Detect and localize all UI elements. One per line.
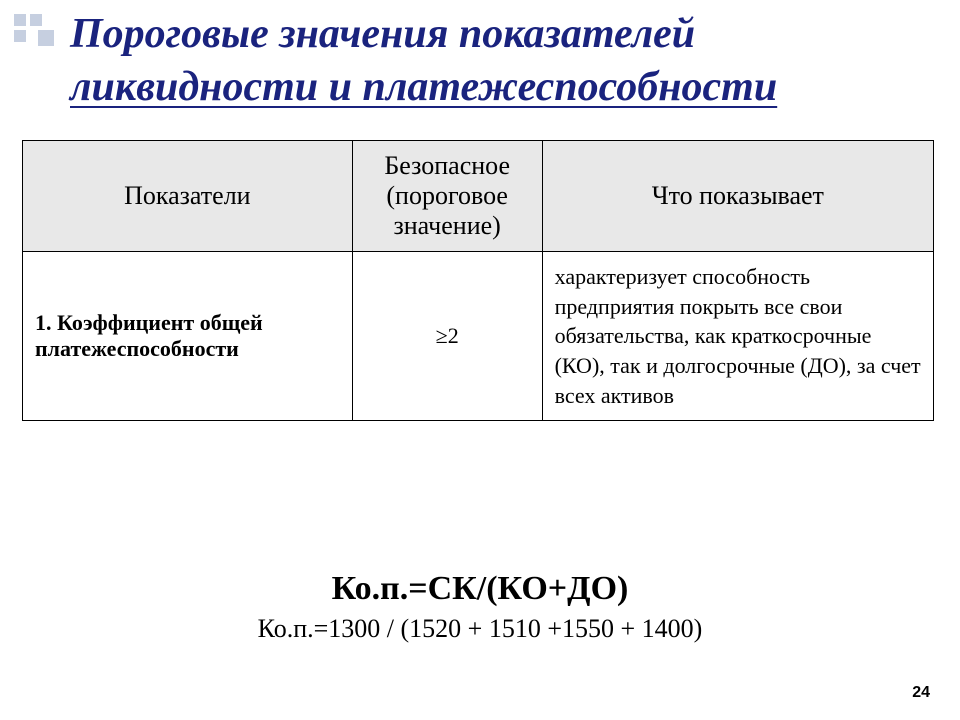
title-line1: Пороговые значения показателей: [70, 11, 695, 57]
deco-square: [38, 30, 54, 46]
title-line2: ликвидности и платежеспособности: [70, 64, 777, 110]
col-header-description: Что показывает: [542, 141, 933, 252]
col-header-threshold: Безопасное (пороговое значение): [352, 141, 542, 252]
table-row: 1. Коэффициент общей платежеспособности …: [23, 252, 934, 421]
cell-indicator: 1. Коэффициент общей платежеспособности: [23, 252, 353, 421]
formula-main: Ко.п.=СК/(КО+ДО): [0, 570, 960, 608]
deco-square: [30, 14, 42, 26]
thresholds-table: Показатели Безопасное (пороговое значени…: [22, 140, 934, 421]
deco-square: [14, 14, 26, 26]
page-number: 24: [912, 684, 930, 702]
cell-threshold: ≥2: [352, 252, 542, 421]
table-header-row: Показатели Безопасное (пороговое значени…: [23, 141, 934, 252]
col-header-indicator: Показатели: [23, 141, 353, 252]
slide-title: Пороговые значения показателей ликвиднос…: [70, 8, 930, 113]
formula-sub: Ко.п.=1300 / (1520 + 1510 +1550 + 1400): [0, 614, 960, 644]
slide: Пороговые значения показателей ликвиднос…: [0, 0, 960, 720]
cell-description: характеризует способность предприятия по…: [542, 252, 933, 421]
corner-decoration: [14, 14, 56, 56]
deco-square: [14, 30, 26, 42]
formula-block: Ко.п.=СК/(КО+ДО) Ко.п.=1300 / (1520 + 15…: [0, 570, 960, 644]
